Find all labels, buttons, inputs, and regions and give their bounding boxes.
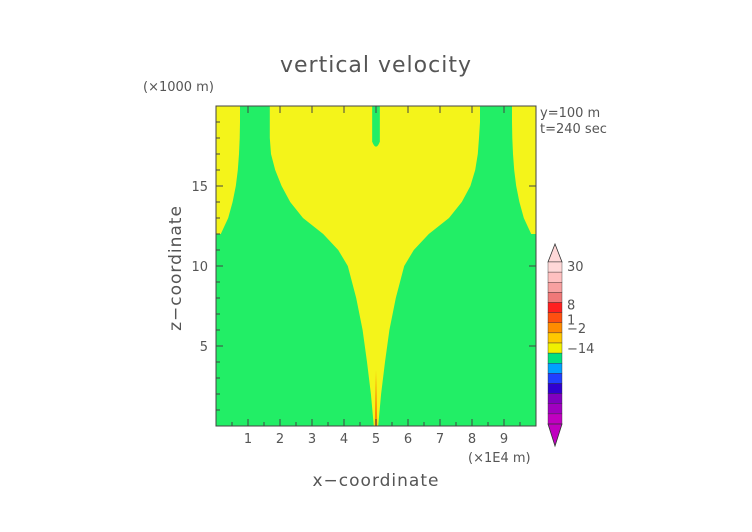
colorbar-segment	[547, 282, 563, 293]
y-tick-label: 5	[200, 340, 208, 355]
surface-core	[374, 370, 378, 426]
y-axis-label: z−coordinate	[166, 205, 186, 331]
axes: 1 2 3 4 5 6 7 8 9 5 10 15	[191, 105, 537, 447]
x-tick-label: 6	[404, 432, 412, 447]
colorbar-top-arrow	[547, 242, 563, 263]
y-unit-label: (×1000 m)	[143, 80, 214, 95]
colorbar-bottom-arrow	[547, 423, 563, 448]
y-tick-label: 15	[191, 180, 208, 195]
colorbar-segment	[547, 332, 563, 344]
colorbar-segment	[547, 342, 563, 354]
x-tick-label: 9	[500, 432, 508, 447]
colorbar-segment	[547, 352, 563, 364]
colorbar-segment	[547, 363, 563, 374]
x-tick-label: 4	[340, 432, 348, 447]
colorbar-tick-label: −2	[567, 322, 586, 337]
colorbar-segment	[547, 302, 563, 313]
x-tick-label: 3	[308, 432, 316, 447]
colorbar-segment	[547, 373, 563, 384]
colorbar-tick-label: 30	[567, 260, 584, 275]
colorbar-segment	[547, 292, 563, 303]
plot-area	[216, 106, 536, 426]
y-tick-label: 10	[191, 260, 208, 275]
left-edge-updraft	[216, 106, 240, 234]
colorbar-tick-label: 1	[567, 314, 575, 329]
chart-title: vertical velocity	[280, 53, 472, 78]
x-unit-label: (×1E4 m)	[468, 451, 531, 466]
central-downdraft	[372, 106, 380, 147]
x-tick-label: 2	[276, 432, 284, 447]
colorbar-segment	[547, 261, 563, 273]
colorbar-tick-label: 8	[567, 299, 575, 314]
colorbar-tick-label: −14	[567, 342, 594, 357]
right-edge-updraft	[512, 106, 536, 234]
updraft-plume	[269, 106, 480, 426]
colorbar-segment	[547, 383, 563, 394]
colorbar-segment	[547, 271, 563, 283]
colorbar-segment	[547, 322, 563, 334]
colorbar-segment	[547, 393, 563, 404]
colorbar-segment	[547, 413, 563, 425]
x-tick-label: 7	[436, 432, 444, 447]
x-tick-label: 5	[372, 432, 380, 447]
x-tick-label: 1	[244, 432, 252, 447]
x-tick-label: 8	[468, 432, 476, 447]
colorbar-segment	[547, 312, 563, 323]
time-annotation: t=240 sec	[540, 122, 607, 137]
x-axis-label: x−coordinate	[313, 471, 440, 491]
colorbar-segment	[547, 403, 563, 415]
y-location-annotation: y=100 m	[540, 106, 600, 121]
colorbar: 30 81−2 −14	[547, 242, 594, 448]
